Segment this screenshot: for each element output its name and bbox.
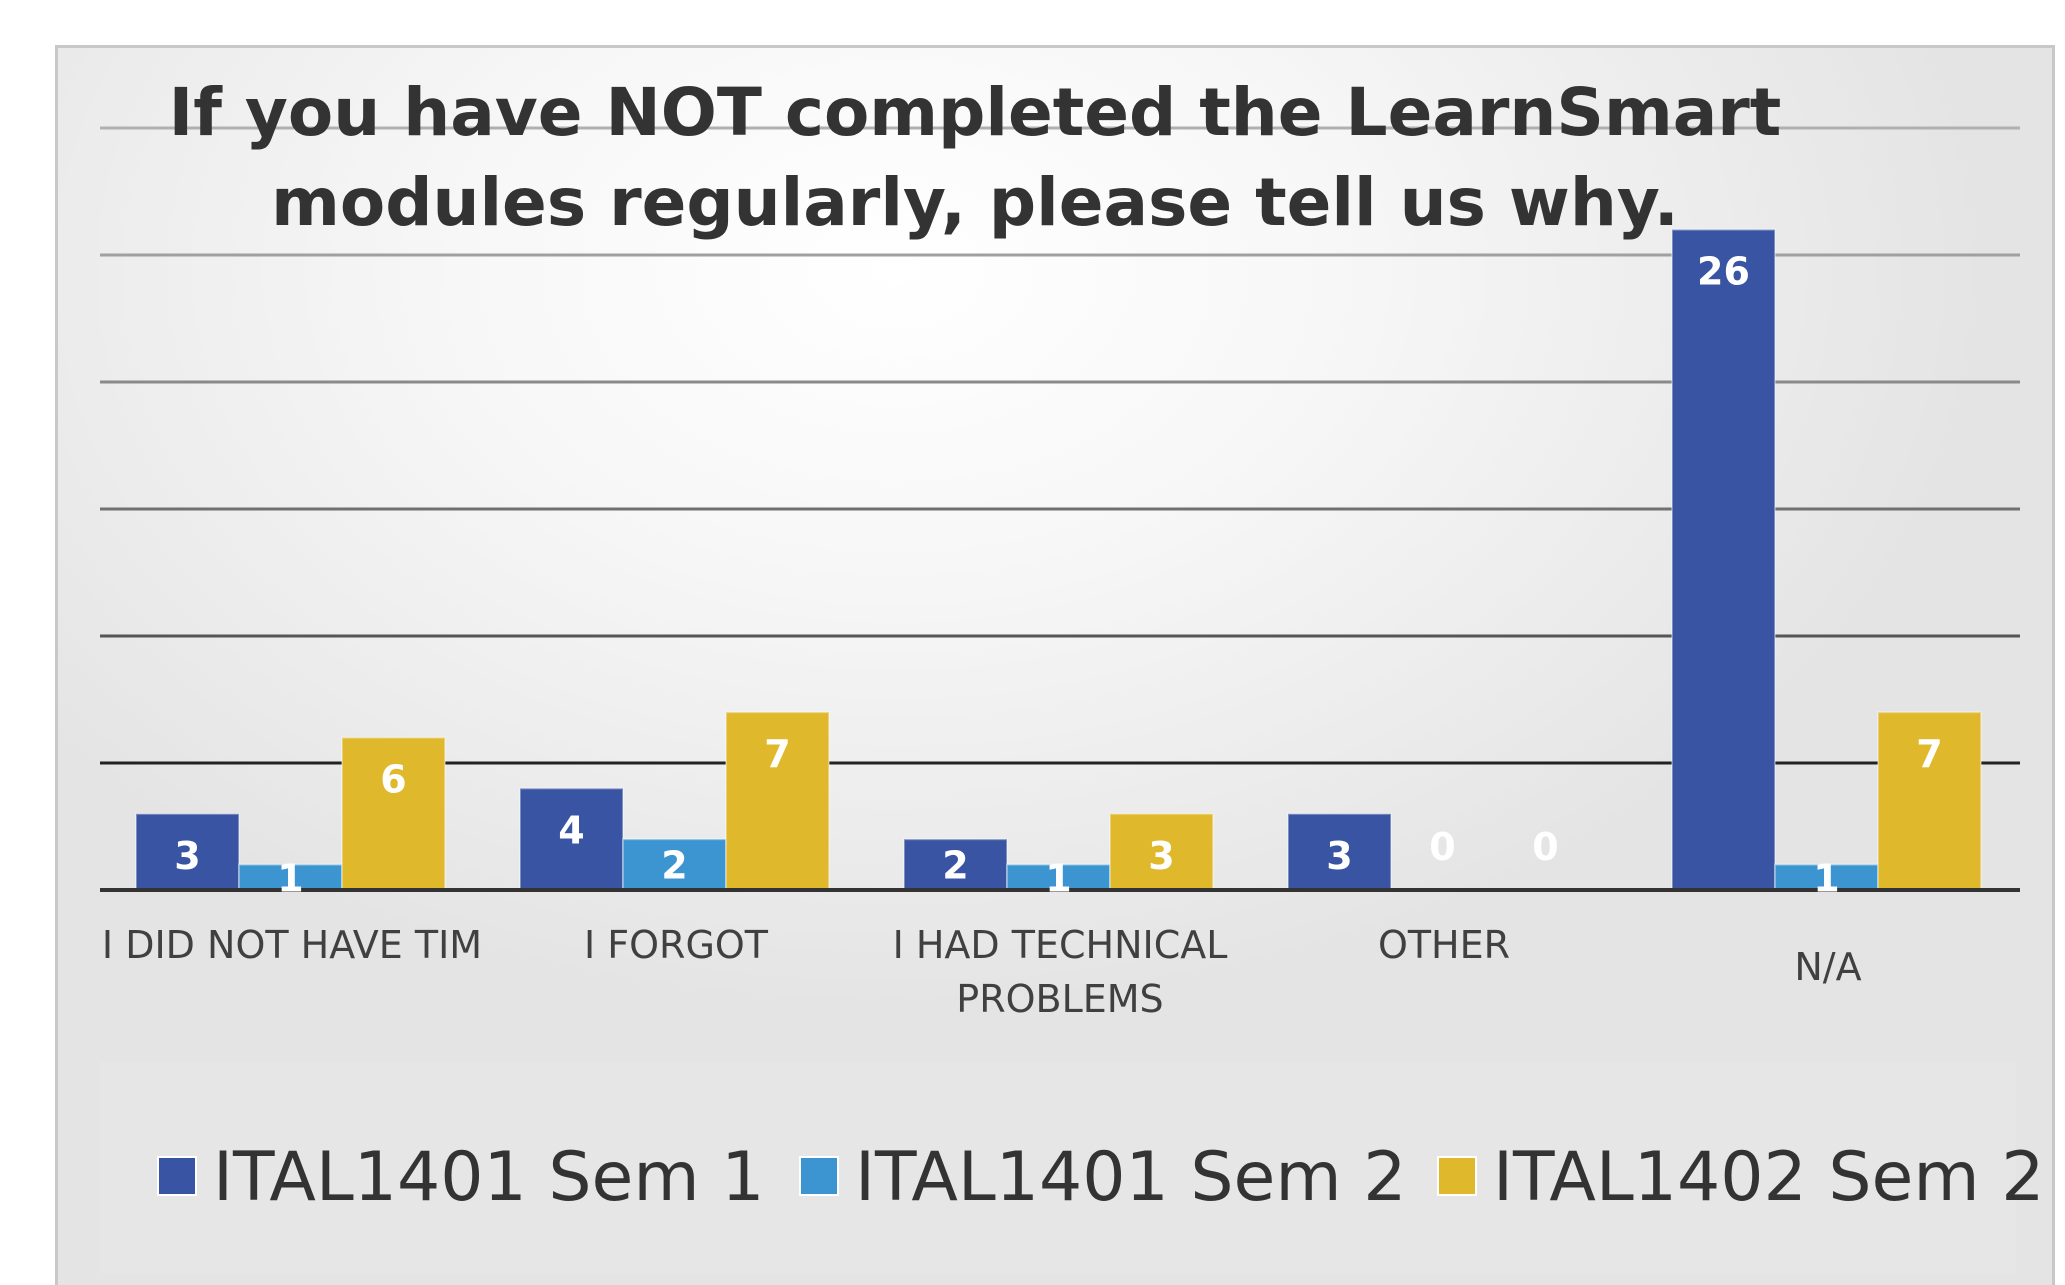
bar bbox=[1877, 711, 1982, 892]
legend-label: ITAL1401 Sem 1 bbox=[213, 1138, 765, 1217]
data-label: 2 bbox=[942, 844, 968, 888]
legend: ITAL1401 Sem 1 ITAL1401 Sem 2 ITAL1402 Sem… bbox=[157, 1138, 2045, 1217]
category-label: PROBLEMS bbox=[956, 977, 1163, 1021]
data-label: 3 bbox=[1148, 834, 1174, 878]
data-label: 1 bbox=[1045, 856, 1071, 900]
data-label: 1 bbox=[1813, 856, 1839, 900]
chart-title-line-1: If you have NOT completed the LearnSmart bbox=[169, 74, 1782, 151]
data-label: 3 bbox=[1326, 834, 1352, 878]
data-label: 3 bbox=[174, 834, 200, 878]
bars bbox=[135, 228, 1982, 892]
data-label: 7 bbox=[1916, 732, 1942, 776]
legend-label: ITAL1401 Sem 2 bbox=[855, 1138, 1407, 1217]
category-axis-labels: I DID NOT HAVE TIM I FORGOT I HAD TECHNICA… bbox=[102, 923, 1862, 1021]
data-label: 26 bbox=[1697, 250, 1750, 294]
legend-swatch bbox=[799, 1156, 839, 1196]
data-label: 7 bbox=[764, 732, 790, 776]
chart-title: If you have NOT completed the LearnSmart… bbox=[169, 74, 1782, 241]
data-label: 0 bbox=[1532, 825, 1558, 869]
category-label: I DID NOT HAVE TIM bbox=[102, 923, 482, 967]
legend-background bbox=[100, 1062, 2016, 1273]
legend-swatch bbox=[157, 1156, 197, 1196]
category-label: I HAD TECHNICAL bbox=[893, 923, 1228, 967]
data-label: 2 bbox=[661, 844, 687, 888]
data-label: 0 bbox=[1429, 825, 1455, 869]
category-label: N/A bbox=[1794, 945, 1861, 989]
legend-swatch bbox=[1437, 1156, 1477, 1196]
category-label: OTHER bbox=[1378, 923, 1510, 967]
bar bbox=[903, 838, 1008, 892]
bar bbox=[622, 838, 727, 892]
chart-title-line-2: modules regularly, please tell us why. bbox=[271, 164, 1679, 241]
data-label: 6 bbox=[380, 758, 406, 802]
bar bbox=[1671, 228, 1776, 892]
data-labels: 3 1 6 4 2 7 2 1 3 3 0 0 26 1 7 bbox=[174, 250, 1942, 901]
category-label: I FORGOT bbox=[584, 923, 769, 967]
legend-label: ITAL1402 Sem 2 bbox=[1493, 1138, 2045, 1217]
bar bbox=[341, 736, 446, 891]
data-label: 1 bbox=[277, 856, 303, 900]
bar bbox=[1109, 812, 1214, 891]
data-label: 4 bbox=[558, 808, 584, 852]
bar bbox=[135, 812, 240, 891]
